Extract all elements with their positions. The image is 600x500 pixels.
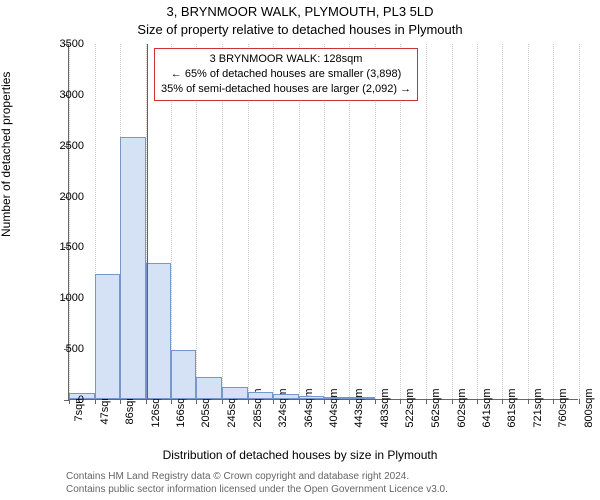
x-tick bbox=[95, 399, 96, 404]
x-tick bbox=[375, 399, 376, 404]
x-tick-label: 681sqm bbox=[506, 388, 518, 427]
x-tick-label: 364sqm bbox=[303, 388, 315, 427]
plot-area: 7sqm47sqm86sqm126sqm166sqm205sqm245sqm28… bbox=[68, 44, 578, 400]
x-tick bbox=[349, 399, 350, 404]
chart-title-main: 3, BRYNMOOR WALK, PLYMOUTH, PL3 5LD bbox=[0, 4, 600, 19]
marker-info-box: 3 BRYNMOOR WALK: 128sqm ← 65% of detache… bbox=[154, 48, 418, 101]
marker-line bbox=[147, 44, 148, 399]
chart-title-sub: Size of property relative to detached ho… bbox=[0, 22, 600, 37]
gridline-v bbox=[452, 44, 453, 399]
histogram-bar bbox=[222, 387, 248, 399]
x-tick bbox=[222, 399, 223, 404]
histogram-bar bbox=[95, 274, 120, 399]
gridline-v bbox=[528, 44, 529, 399]
x-tick bbox=[146, 399, 147, 404]
histogram-bar bbox=[120, 137, 146, 399]
x-tick bbox=[171, 399, 172, 404]
x-tick bbox=[120, 399, 121, 404]
x-tick bbox=[324, 399, 325, 404]
y-tick-label: 3500 bbox=[44, 38, 84, 50]
histogram-bar bbox=[349, 397, 375, 399]
y-tick-label: 3000 bbox=[44, 89, 84, 101]
x-tick bbox=[452, 399, 453, 404]
y-tick-label: 1500 bbox=[44, 241, 84, 253]
histogram-bar bbox=[273, 394, 299, 399]
x-tick-label: 483sqm bbox=[379, 388, 391, 427]
x-tick bbox=[299, 399, 300, 404]
x-tick bbox=[273, 399, 274, 404]
gridline-v bbox=[477, 44, 478, 399]
footer-line: Contains HM Land Registry data © Crown c… bbox=[66, 470, 448, 483]
histogram-bar bbox=[324, 397, 349, 399]
x-tick bbox=[426, 399, 427, 404]
x-tick bbox=[196, 399, 197, 404]
histogram-bar bbox=[146, 263, 172, 399]
gridline-v bbox=[502, 44, 503, 399]
histogram-bar bbox=[248, 392, 273, 399]
y-tick-label: 500 bbox=[44, 343, 84, 355]
x-tick bbox=[528, 399, 529, 404]
x-tick bbox=[502, 399, 503, 404]
x-tick bbox=[477, 399, 478, 404]
info-line: 35% of semi-detached houses are larger (… bbox=[161, 82, 411, 97]
y-tick-label: 0 bbox=[44, 394, 84, 406]
gridline-v bbox=[579, 44, 580, 399]
x-tick bbox=[400, 399, 401, 404]
x-tick-label: 800sqm bbox=[583, 388, 595, 427]
x-axis-label: Distribution of detached houses by size … bbox=[0, 448, 600, 462]
info-line: 3 BRYNMOOR WALK: 128sqm bbox=[161, 52, 411, 67]
chart-container: 3, BRYNMOOR WALK, PLYMOUTH, PL3 5LD Size… bbox=[0, 0, 600, 500]
x-tick-label: 760sqm bbox=[557, 388, 569, 427]
x-tick bbox=[248, 399, 249, 404]
x-tick-label: 404sqm bbox=[328, 388, 340, 427]
x-tick-label: 602sqm bbox=[456, 388, 468, 427]
gridline-v bbox=[426, 44, 427, 399]
y-axis-label: Number of detached properties bbox=[0, 72, 13, 237]
x-tick bbox=[579, 399, 580, 404]
histogram-bar bbox=[299, 396, 325, 399]
x-tick-label: 443sqm bbox=[353, 388, 365, 427]
footer-text: Contains HM Land Registry data © Crown c… bbox=[66, 470, 448, 496]
info-line: ← 65% of detached houses are smaller (3,… bbox=[161, 67, 411, 82]
gridline-v bbox=[553, 44, 554, 399]
y-tick-label: 1000 bbox=[44, 292, 84, 304]
y-tick-label: 2500 bbox=[44, 140, 84, 152]
histogram-bar bbox=[171, 350, 196, 399]
footer-line: Contains public sector information licen… bbox=[66, 483, 448, 496]
histogram-bar bbox=[196, 377, 222, 399]
x-tick-label: 522sqm bbox=[404, 388, 416, 427]
x-tick-label: 721sqm bbox=[532, 388, 544, 427]
x-tick bbox=[553, 399, 554, 404]
x-tick-label: 641sqm bbox=[481, 388, 493, 427]
y-tick-label: 2000 bbox=[44, 191, 84, 203]
x-tick-label: 562sqm bbox=[430, 388, 442, 427]
